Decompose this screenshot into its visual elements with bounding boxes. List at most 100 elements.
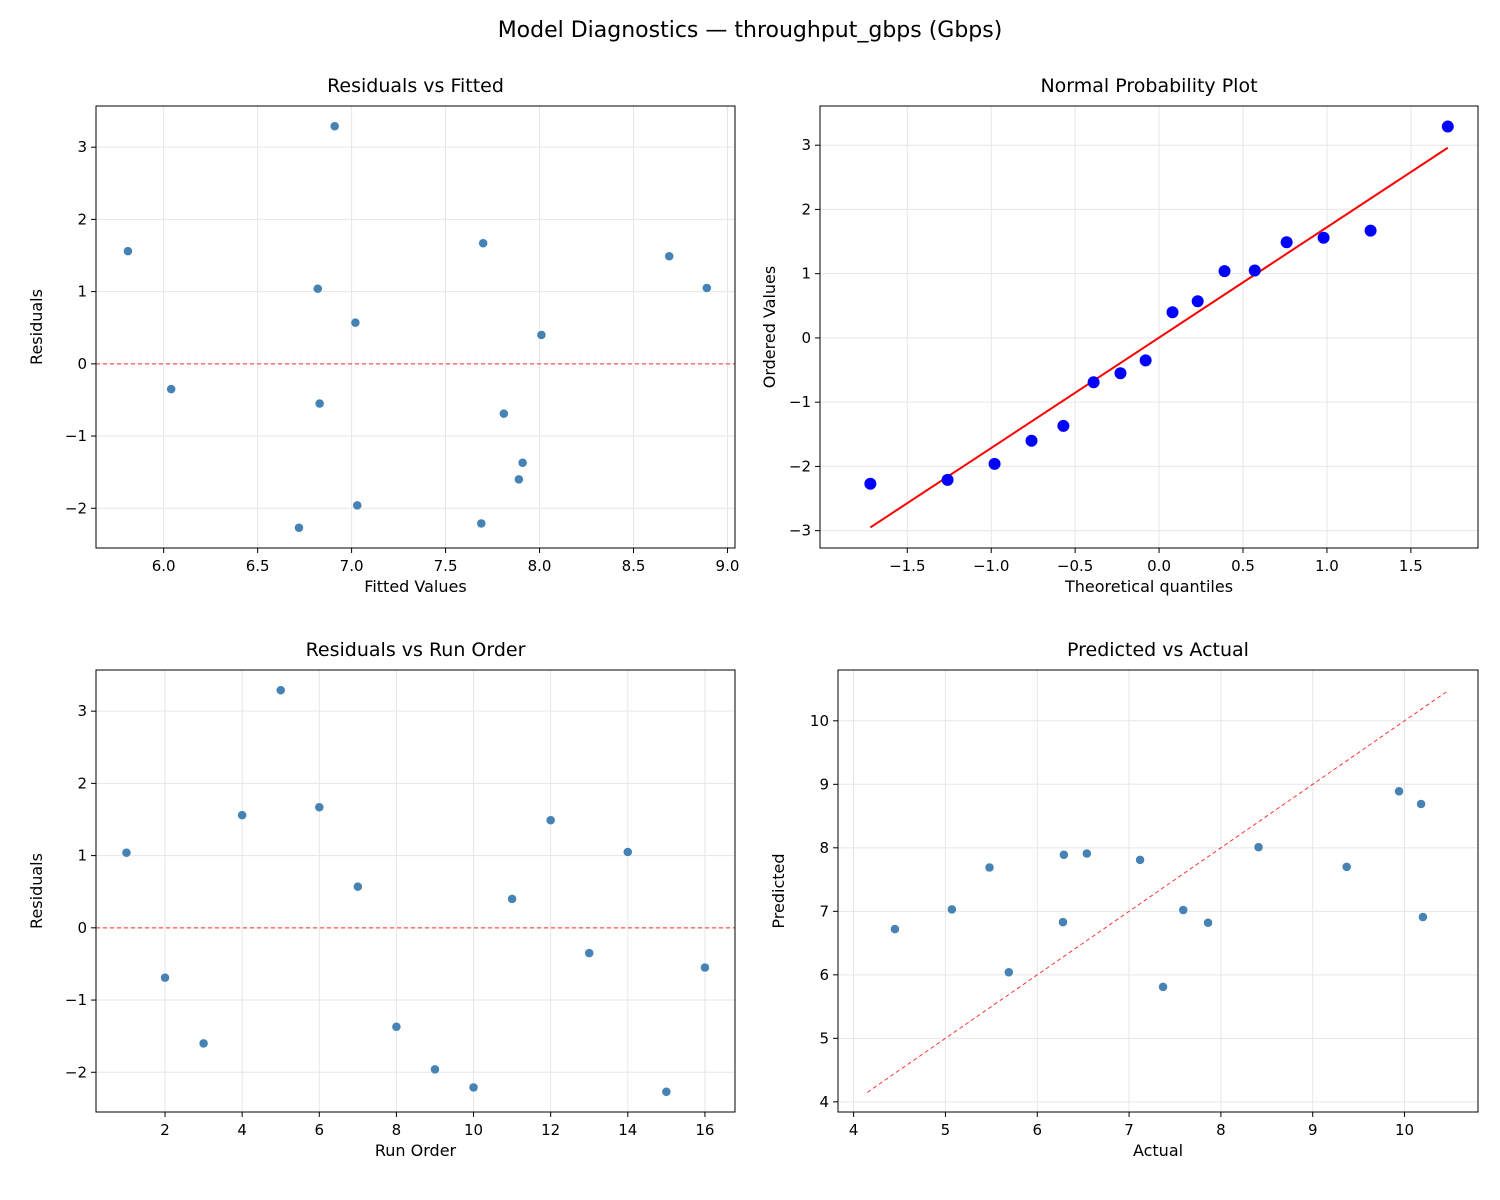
data-point	[1057, 419, 1070, 432]
data-point	[350, 317, 361, 328]
data-point	[584, 948, 594, 958]
y-tick-label: 3	[77, 138, 87, 156]
data-point	[988, 457, 1001, 470]
data-point	[476, 518, 487, 529]
x-tick-label: 2	[160, 1121, 170, 1139]
data-point	[430, 1064, 440, 1075]
data-point	[313, 283, 323, 294]
data-point	[1280, 236, 1293, 249]
y-tick-label: 1	[77, 847, 87, 865]
data-point	[237, 810, 247, 820]
data-point	[664, 251, 674, 261]
data-point	[329, 121, 340, 131]
y-tick-label: 7	[819, 902, 829, 920]
y-tick-label: −1	[789, 393, 811, 411]
data-point	[1135, 855, 1145, 865]
x-tick-label: 8.5	[622, 557, 646, 575]
x-tick-label: 5	[941, 1121, 951, 1139]
data-point	[514, 474, 524, 485]
x-tick-label: 4	[237, 1121, 247, 1139]
data-point	[1114, 367, 1127, 380]
axes-frame	[837, 669, 1479, 1113]
data-point	[314, 802, 325, 812]
data-point	[700, 962, 710, 973]
x-tick-label: 8	[1216, 1121, 1226, 1139]
data-point	[1416, 799, 1426, 809]
axes-frame	[95, 669, 736, 1113]
data-point	[890, 924, 900, 934]
y-tick-label: −1	[65, 991, 87, 1009]
x-tick-label: 0.5	[1231, 557, 1255, 575]
x-tick-label: 7.5	[434, 557, 458, 575]
x-tick-label: 8.0	[528, 557, 552, 575]
data-point	[1139, 354, 1152, 367]
data-point	[121, 847, 132, 858]
x-axis-label: Theoretical quantiles	[1064, 577, 1233, 596]
x-tick-label: 10	[1395, 1121, 1414, 1139]
data-point	[1203, 918, 1213, 928]
y-axis-label: Residuals	[27, 853, 46, 929]
x-tick-label: 7	[1124, 1121, 1134, 1139]
data-point	[1418, 912, 1428, 922]
data-point	[1394, 786, 1404, 797]
y-tick-label: 0	[801, 329, 811, 347]
y-axis-label: Residuals	[27, 289, 46, 365]
x-tick-label: 10	[464, 1121, 483, 1139]
axes-frame	[819, 105, 1479, 549]
y-tick-label: −2	[789, 457, 811, 475]
data-point	[1341, 862, 1352, 872]
data-point	[1218, 265, 1231, 278]
x-tick-label: 6	[1032, 1121, 1042, 1139]
subplot-2: −1.5 −1.0 −0.5 0.0 0.5 1.0 1.5 −3 −2 −1 0 1 2 3 Normal…	[760, 75, 1479, 596]
data-point	[499, 408, 509, 419]
data-point	[391, 1022, 402, 1032]
x-tick-label: 8	[392, 1121, 402, 1139]
data-point	[478, 238, 488, 248]
data-point	[941, 473, 954, 486]
y-tick-label: 3	[801, 136, 811, 154]
data-point	[468, 1082, 479, 1093]
data-point	[517, 458, 528, 468]
data-point	[1058, 917, 1068, 927]
axes-frame	[95, 105, 736, 549]
y-tick-label: 1	[77, 283, 87, 301]
x-tick-label: 0.0	[1147, 557, 1171, 575]
data-point	[314, 398, 325, 409]
x-tick-label: 9	[1308, 1121, 1318, 1139]
data-point	[1317, 231, 1330, 244]
y-tick-label: 9	[819, 775, 829, 793]
identity-line	[867, 689, 1449, 1093]
x-axis-label: Run Order	[375, 1141, 457, 1160]
fit-line	[869, 146, 1449, 529]
x-tick-label: 9.0	[716, 557, 740, 575]
x-tick-label: 6.0	[152, 557, 176, 575]
data-point	[294, 523, 304, 533]
subplot-title: Residuals vs Fitted	[327, 75, 504, 97]
x-tick-label: 12	[541, 1121, 560, 1139]
x-tick-label: 1.5	[1399, 557, 1423, 575]
data-point	[661, 1087, 672, 1097]
x-tick-label: −1.5	[889, 557, 925, 575]
data-point	[166, 384, 176, 394]
x-tick-label: 14	[618, 1121, 637, 1139]
y-tick-label: 4	[819, 1093, 829, 1111]
subplot-4: 4 5 6 7 8 9 10 4 5 6 7 8 9 10 Predicted vs Actual Actua…	[769, 639, 1479, 1160]
data-point	[1166, 306, 1179, 319]
data-point	[1191, 295, 1204, 308]
x-tick-label: 4	[849, 1121, 859, 1139]
data-point	[545, 815, 556, 825]
figure-title: Model Diagnostics — throughput_gbps (Gbp…	[497, 18, 1003, 43]
data-point	[1248, 264, 1261, 277]
subplot-title: Residuals vs Run Order	[306, 639, 526, 661]
data-point	[702, 283, 712, 293]
data-point	[353, 881, 363, 892]
y-tick-label: −2	[65, 499, 87, 517]
y-tick-label: 2	[77, 774, 87, 792]
data-point	[160, 972, 170, 983]
x-tick-label: −1.0	[973, 557, 1009, 575]
data-point	[984, 862, 995, 873]
x-axis-label: Fitted Values	[364, 577, 466, 596]
data-point	[1178, 905, 1189, 915]
subplot-1: 6.0 6.5 7.0 7.5 8.0 8.5 9.0 −2 −1 0 1 2 3 Residuals v…	[27, 75, 739, 596]
